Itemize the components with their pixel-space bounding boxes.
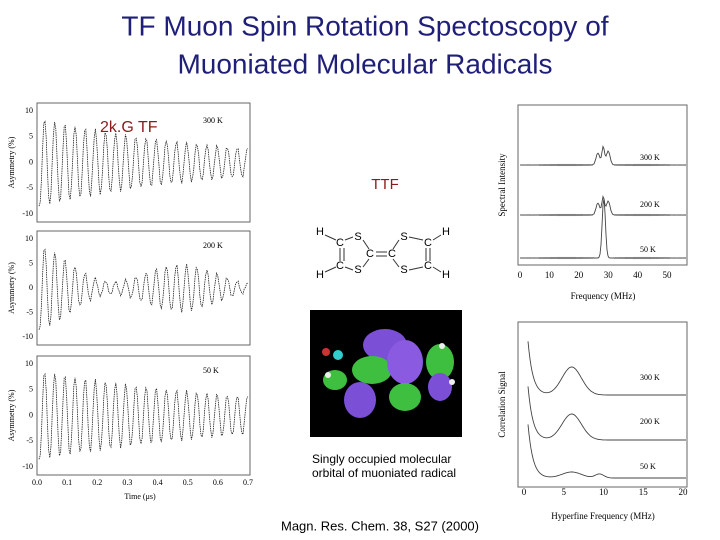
plot-frame xyxy=(36,102,251,223)
temperature-label: 300 K xyxy=(640,153,660,162)
spectrum-trace xyxy=(519,198,687,260)
plot-frame xyxy=(517,104,688,266)
y-tick-label: -10 xyxy=(22,462,33,471)
spectrum-trace xyxy=(519,195,687,217)
x-tick-label: 0.5 xyxy=(183,478,193,487)
x-tick-label: 0.0 xyxy=(32,478,42,487)
y-tick-label: -10 xyxy=(22,209,33,218)
x-tick-label: 0.2 xyxy=(92,478,102,487)
x-tick-label: 0 xyxy=(518,270,523,280)
spectrum-trace xyxy=(527,386,686,441)
plot-frame xyxy=(36,355,251,476)
temperature-label: 300 K xyxy=(203,116,223,125)
molecule-bonds xyxy=(324,234,442,273)
y-tick-label: 5 xyxy=(29,258,33,267)
x-tick-label: 5 xyxy=(562,487,567,497)
x-tick-label: 0.1 xyxy=(62,478,72,487)
x-tick-label: 10 xyxy=(599,487,609,497)
y-axis-label: Asymmetry (%) xyxy=(7,389,16,441)
x-tick-label: 15 xyxy=(639,487,649,497)
x-axis-label: Time (μs) xyxy=(124,492,156,501)
temperature-label: 50 K xyxy=(203,366,219,375)
y-axis-label: Correlation Signal xyxy=(497,371,507,438)
y-tick-label: 0 xyxy=(29,410,33,419)
title-line: TF Muon Spin Rotation Spectoscopy of xyxy=(121,10,608,41)
y-tick-label: -10 xyxy=(22,332,33,341)
atom-label: C xyxy=(336,237,344,249)
temperature-label: 200 K xyxy=(203,241,223,250)
atom-label: C xyxy=(388,248,396,260)
y-tick-label: 0 xyxy=(29,157,33,166)
atom-label: H xyxy=(316,226,324,238)
y-tick-label: -5 xyxy=(26,307,33,316)
x-tick-label: 0.3 xyxy=(122,478,132,487)
y-axis-label: Asymmetry (%) xyxy=(7,262,16,314)
y-tick-label: 10 xyxy=(25,234,33,243)
x-tick-label: 40 xyxy=(633,270,643,280)
atom-label: S xyxy=(354,264,361,276)
y-tick-label: 10 xyxy=(25,359,33,368)
atom-label: H xyxy=(442,226,450,238)
plot-frame xyxy=(36,230,251,346)
y-axis-label: Spectral Intensity xyxy=(497,153,507,217)
y-tick-label: 0 xyxy=(29,283,33,292)
x-tick-label: 50 xyxy=(663,270,673,280)
x-axis-label: Hyperfine Frequency (MHz) xyxy=(551,511,654,521)
atom-label: C xyxy=(366,248,374,260)
x-tick-label: 10 xyxy=(545,270,555,280)
x-tick-label: 20 xyxy=(574,270,584,280)
x-tick-label: 0.6 xyxy=(213,478,223,487)
y-tick-label: -5 xyxy=(26,183,33,192)
x-tick-label: 0.4 xyxy=(153,478,163,487)
asymmetry-trace xyxy=(38,248,249,330)
molecule-label: TTF xyxy=(371,176,399,193)
field-label: 2k.G TF xyxy=(100,119,158,136)
reference: Magn. Res. Chem. 38, S27 (2000) xyxy=(281,518,479,533)
atom-label: H xyxy=(442,269,450,281)
x-axis-label: Frequency (MHz) xyxy=(571,291,636,301)
spectrum-trace xyxy=(527,424,686,479)
atom-label: H xyxy=(316,269,324,281)
temperature-label: 300 K xyxy=(640,373,660,382)
orbital-image xyxy=(310,310,462,437)
orbital-caption: orbital of muoniated radical xyxy=(312,466,456,480)
y-tick-label: -5 xyxy=(26,436,33,445)
x-tick-label: 20 xyxy=(679,487,689,497)
title-line: Muoniated Molecular Radicals xyxy=(177,48,552,79)
atom-label: S xyxy=(400,231,407,243)
atom-label: S xyxy=(400,264,407,276)
temperature-label: 50 K xyxy=(640,245,656,254)
temperature-label: 200 K xyxy=(640,200,660,209)
atom-label: C xyxy=(336,260,344,272)
atom-label: C xyxy=(424,260,432,272)
x-tick-label: 30 xyxy=(604,270,614,280)
temperature-label: 50 K xyxy=(640,462,656,471)
asymmetry-trace xyxy=(38,372,249,460)
atom-label: S xyxy=(354,231,361,243)
temperature-label: 200 K xyxy=(640,417,660,426)
plot-frame xyxy=(517,321,688,488)
x-tick-label: 0.7 xyxy=(243,478,253,487)
y-tick-label: 10 xyxy=(25,106,33,115)
spectrum-trace xyxy=(527,341,686,396)
x-tick-label: 0 xyxy=(522,487,527,497)
y-tick-label: 5 xyxy=(29,385,33,394)
spectrum-trace xyxy=(519,145,687,167)
orbital-caption: Singly occupied molecular xyxy=(312,452,451,466)
y-axis-label: Asymmetry (%) xyxy=(7,136,16,188)
asymmetry-trace xyxy=(38,120,249,207)
y-tick-label: 5 xyxy=(29,132,33,141)
atom-label: C xyxy=(424,237,432,249)
